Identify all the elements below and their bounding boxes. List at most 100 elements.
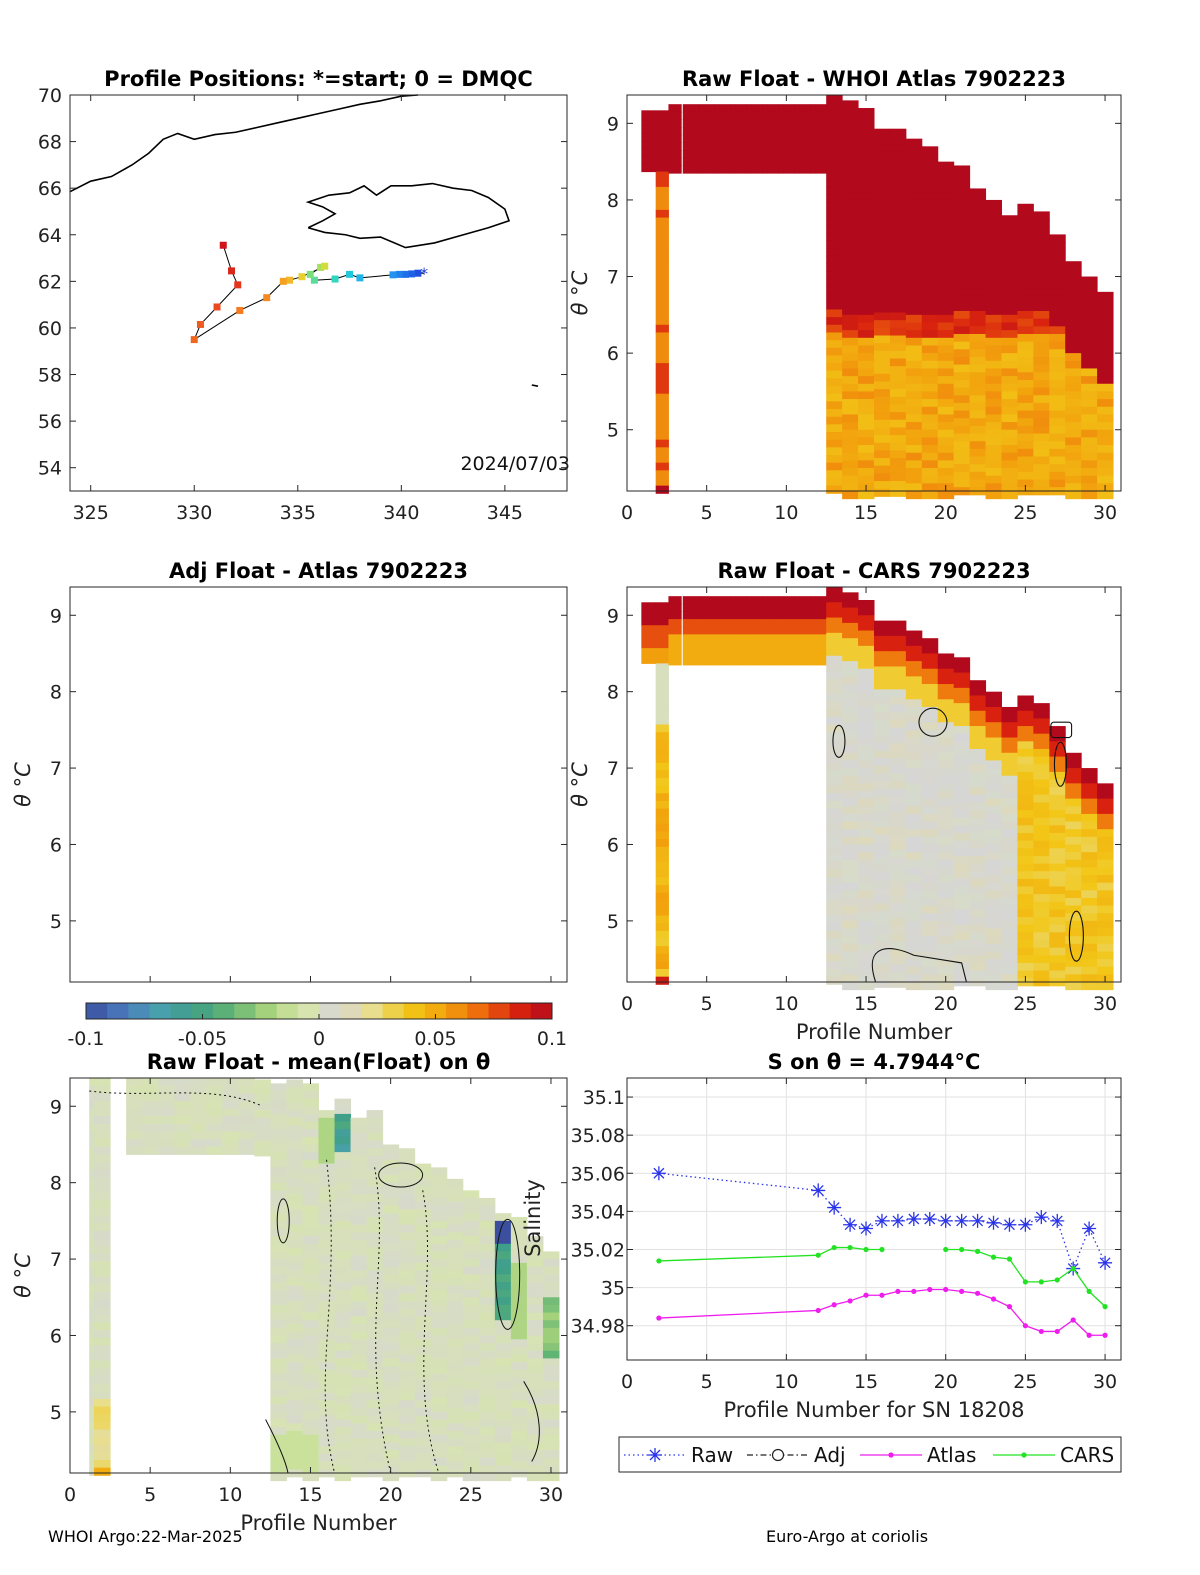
heatmap-cells bbox=[641, 95, 1114, 500]
heatmap-cell bbox=[655, 133, 669, 142]
heatmap-cell bbox=[446, 1186, 464, 1195]
heatmap-cell bbox=[366, 1316, 384, 1325]
heatmap-cell bbox=[462, 1396, 480, 1405]
heatmap-cell bbox=[655, 915, 669, 924]
heatmap-cell bbox=[889, 136, 907, 145]
heatmap-cell bbox=[874, 926, 891, 935]
heatmap-cell bbox=[714, 119, 732, 128]
heatmap-cell bbox=[842, 676, 859, 685]
heatmap-cell bbox=[1065, 353, 1082, 362]
heatmap-cell bbox=[874, 473, 891, 482]
heatmap-cell bbox=[1097, 882, 1114, 891]
heatmap-cell bbox=[778, 603, 795, 612]
heatmap-cell bbox=[655, 485, 669, 494]
heatmap-cell bbox=[698, 619, 716, 628]
heatmap-cell bbox=[921, 745, 939, 754]
heatmap-cell bbox=[1097, 345, 1114, 354]
heatmap-cell bbox=[842, 169, 859, 178]
heatmap-cell bbox=[430, 1320, 448, 1329]
heatmap-cell bbox=[414, 1217, 432, 1226]
heatmap-cell bbox=[286, 1438, 303, 1447]
heatmap-cell bbox=[302, 1281, 319, 1291]
heatmap-cell bbox=[270, 1197, 287, 1207]
heatmap-cell bbox=[1033, 418, 1050, 427]
heatmap-cell bbox=[94, 1253, 111, 1262]
heatmap-cell bbox=[366, 1331, 384, 1340]
heatmap-cell bbox=[668, 634, 682, 643]
heatmap-cell bbox=[94, 1452, 111, 1461]
heatmap-cell bbox=[889, 358, 907, 367]
heatmap-cell bbox=[826, 617, 843, 626]
heatmap-cell bbox=[953, 664, 971, 674]
heatmap-cell bbox=[1081, 307, 1098, 316]
heatmap-cell bbox=[778, 142, 795, 151]
heatmap-cell bbox=[921, 483, 939, 492]
heatmap-cell bbox=[270, 1106, 287, 1115]
heatmap-cell bbox=[985, 722, 1002, 731]
heatmap-cell bbox=[1033, 303, 1050, 312]
heatmap-cell bbox=[826, 953, 843, 962]
heatmap-cell bbox=[1097, 437, 1114, 446]
heatmap-cell bbox=[462, 1343, 480, 1352]
heatmap-cell bbox=[921, 638, 939, 647]
heatmap-cell bbox=[826, 930, 843, 939]
colorbar-tick-label: 0 bbox=[313, 1028, 325, 1050]
heatmap-cell bbox=[238, 1100, 255, 1110]
heatmap-cell bbox=[318, 1224, 336, 1233]
heatmap-cell bbox=[94, 1123, 111, 1132]
heatmap-cell bbox=[826, 340, 843, 349]
heatmap-cell bbox=[1065, 821, 1082, 830]
heatmap-cell bbox=[826, 133, 843, 142]
heatmap-cell bbox=[366, 1209, 384, 1218]
heatmap-cell bbox=[414, 1194, 432, 1203]
heatmap-cell bbox=[969, 265, 987, 274]
heatmap-cell bbox=[1097, 360, 1114, 369]
heatmap-cell bbox=[905, 897, 923, 907]
heatmap-cell bbox=[953, 356, 971, 366]
heatmap-cell bbox=[889, 243, 907, 252]
data-point bbox=[843, 1217, 858, 1232]
heatmap-cell bbox=[1081, 353, 1098, 362]
heatmap-cell bbox=[778, 596, 795, 605]
heatmap-cell bbox=[1049, 878, 1066, 887]
chart-title: Raw Float - CARS 7902223 bbox=[717, 559, 1030, 583]
heatmap-cell bbox=[398, 1362, 416, 1371]
heatmap-cell bbox=[94, 1383, 111, 1392]
heatmap-cell bbox=[286, 1430, 303, 1440]
heatmap-cell bbox=[462, 1434, 480, 1443]
heatmap-cell bbox=[874, 674, 891, 683]
heatmap-cell bbox=[842, 475, 859, 484]
colorbar-tick-label: -0.05 bbox=[178, 1028, 227, 1050]
heatmap-cell bbox=[526, 1427, 544, 1436]
heatmap-cell bbox=[1065, 452, 1082, 461]
heatmap-cell bbox=[921, 821, 939, 830]
heatmap-cell bbox=[842, 821, 859, 830]
heatmap-cell bbox=[382, 1358, 400, 1367]
heatmap-cell bbox=[937, 653, 955, 662]
heatmap-cell bbox=[858, 928, 875, 937]
heatmap-cell bbox=[478, 1427, 496, 1436]
heatmap-cell bbox=[302, 1335, 319, 1344]
heatmap-cell bbox=[1049, 479, 1066, 488]
heatmap-cell bbox=[398, 1339, 416, 1348]
heatmap-cell bbox=[985, 276, 1002, 285]
heatmap-cell bbox=[1017, 810, 1034, 819]
heatmap-cell bbox=[494, 1366, 512, 1375]
heatmap-cell bbox=[1017, 718, 1034, 727]
heatmap-cell bbox=[953, 387, 971, 396]
heatmap-cell bbox=[682, 142, 700, 151]
heatmap-cell bbox=[905, 337, 923, 346]
heatmap-cell bbox=[286, 1415, 303, 1424]
heatmap-cell bbox=[478, 1350, 496, 1359]
heatmap-cell bbox=[94, 1276, 111, 1285]
heatmap-cell bbox=[655, 953, 669, 962]
heatmap-cell bbox=[1001, 422, 1018, 431]
heatmap-cell bbox=[366, 1430, 384, 1440]
heatmap-cell bbox=[921, 790, 939, 800]
y-tick-label: 62 bbox=[38, 271, 62, 293]
heatmap-cell bbox=[921, 699, 939, 708]
heatmap-cell bbox=[730, 657, 748, 666]
heatmap-cell bbox=[382, 1404, 400, 1413]
heatmap-cell bbox=[889, 658, 907, 667]
heatmap-cell bbox=[905, 192, 923, 201]
